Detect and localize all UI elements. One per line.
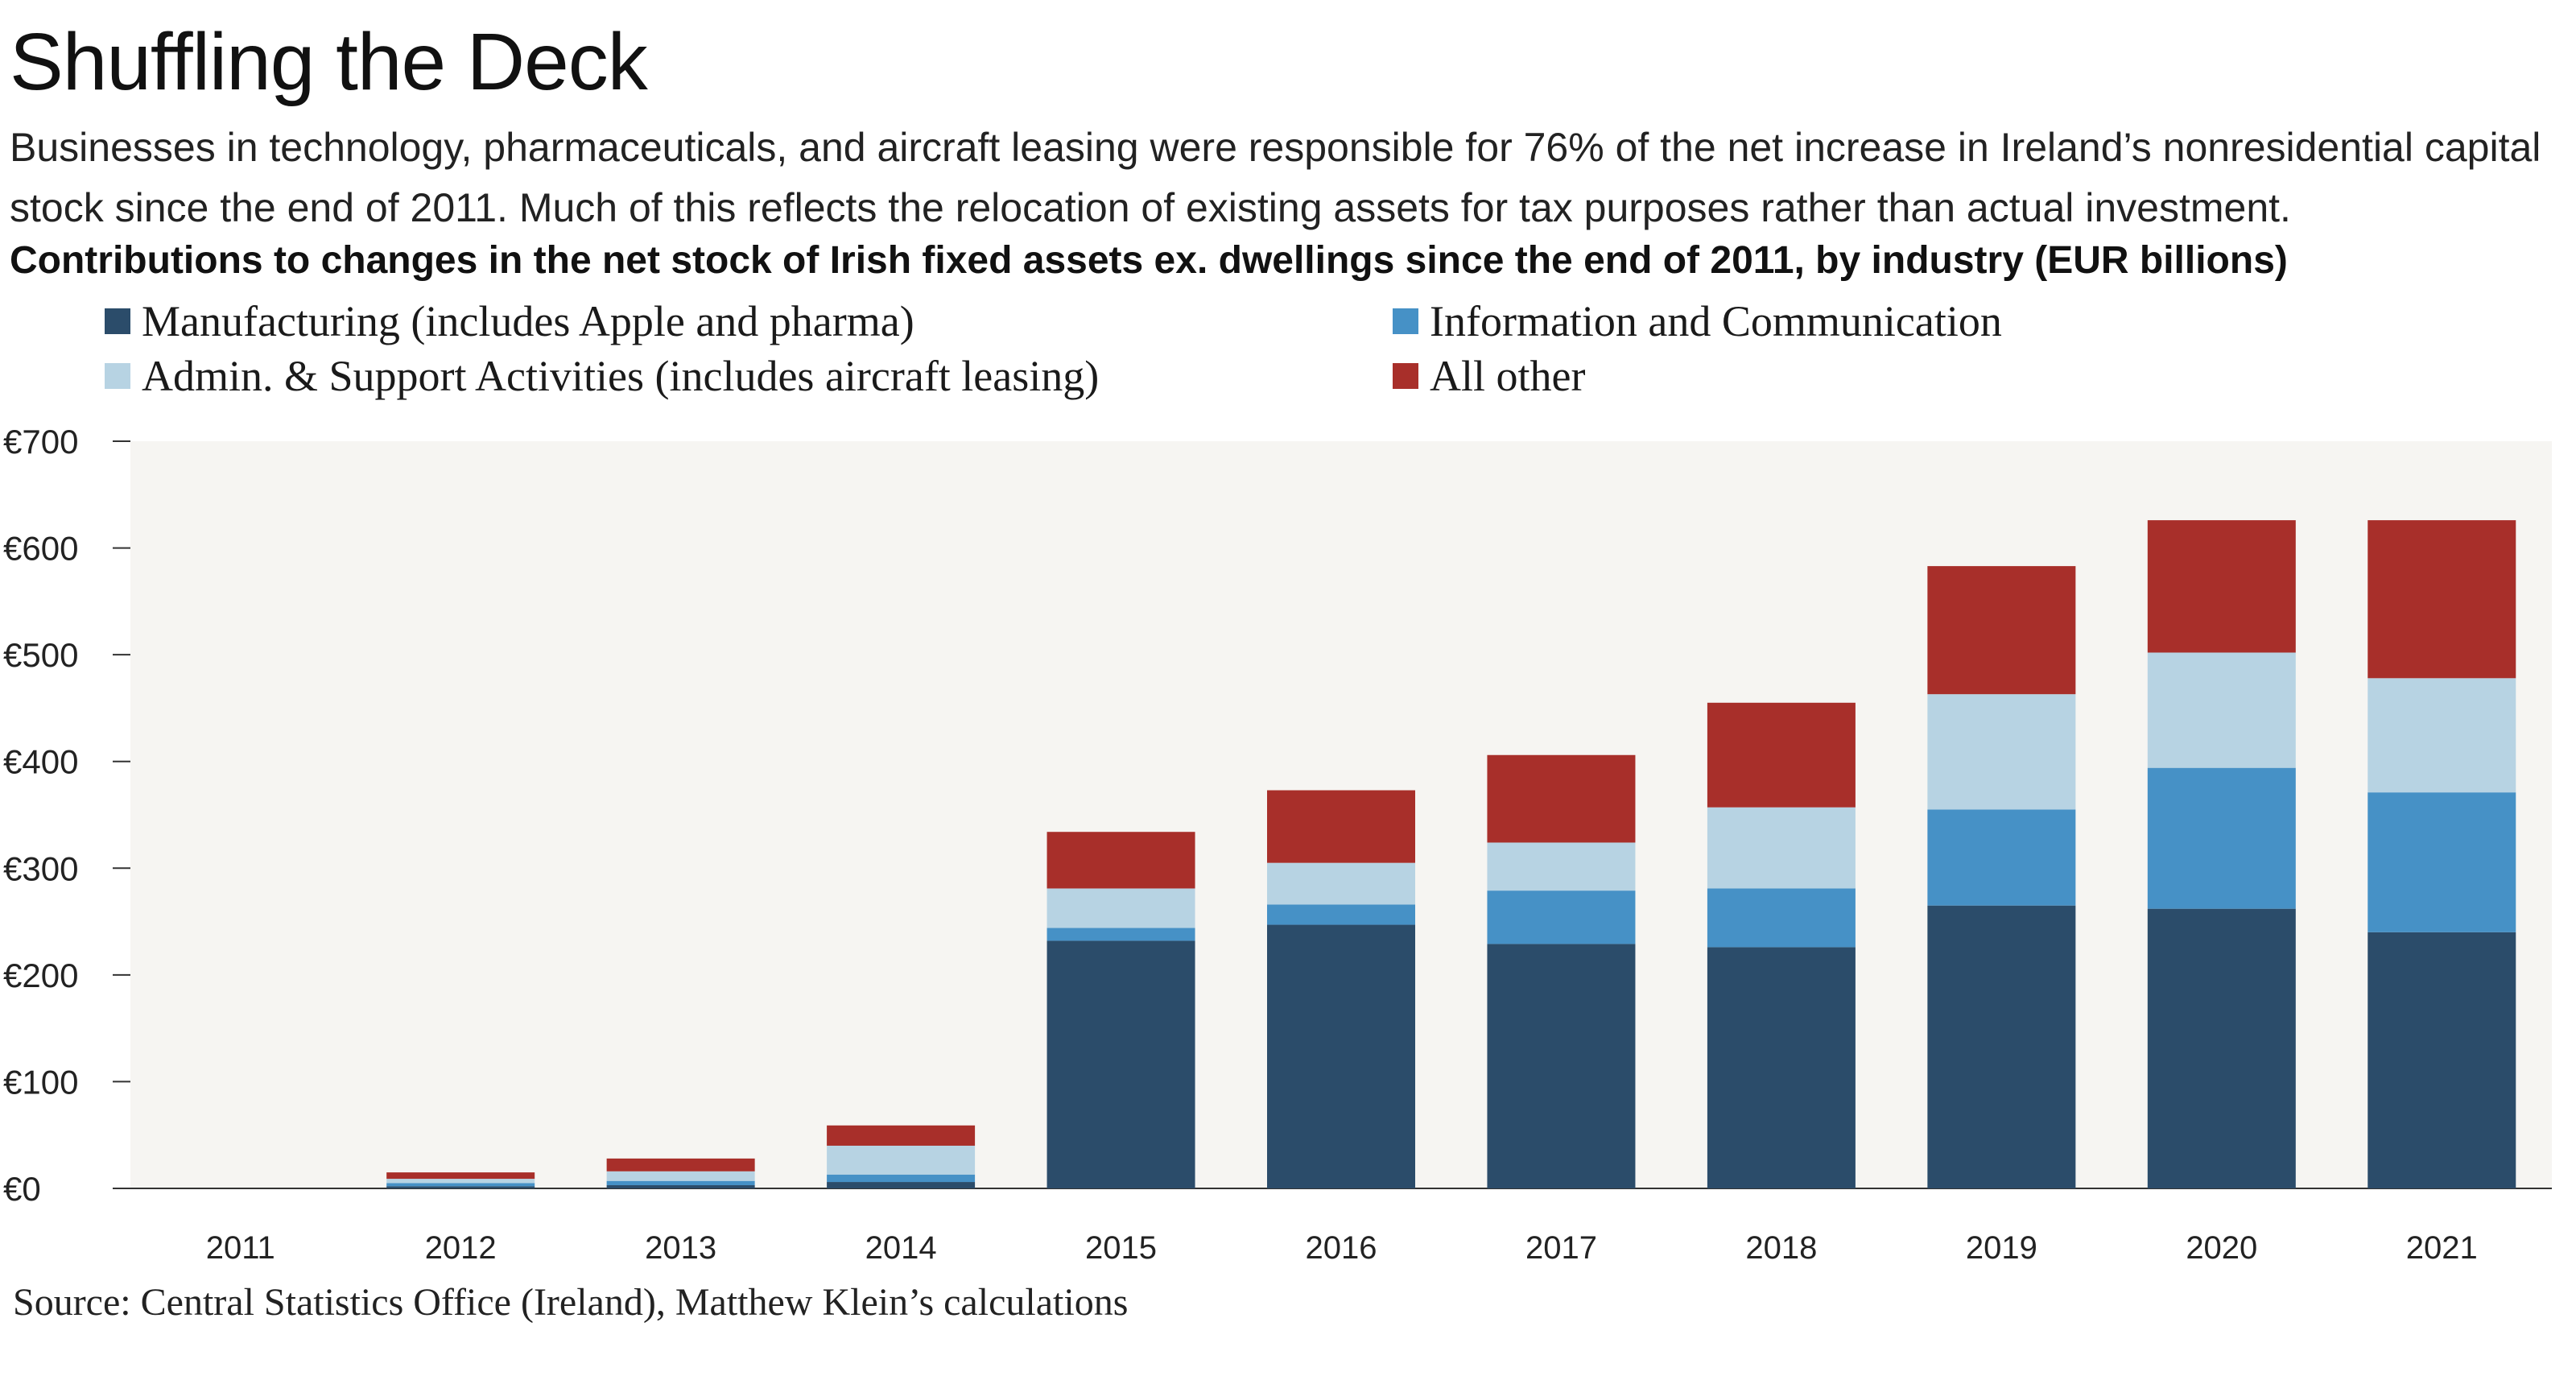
legend-swatch-information-communication bbox=[1393, 308, 1418, 334]
y-tick-label: €700 bbox=[3, 423, 78, 461]
legend-swatch-admin-support bbox=[105, 363, 130, 389]
bar-2015-series-2 bbox=[1046, 888, 1195, 928]
bar-2013-series-1 bbox=[606, 1180, 755, 1186]
source-note: Source: Central Statistics Office (Irela… bbox=[13, 1281, 1129, 1324]
bar-2020-series-1 bbox=[2147, 767, 2296, 909]
bar-2021-series-1 bbox=[2368, 792, 2516, 932]
bar-2015-series-3 bbox=[1046, 832, 1195, 889]
bar-2020-series-0 bbox=[2147, 908, 2296, 1188]
bar-2017-series-2 bbox=[1487, 842, 1636, 891]
bar-2015-series-0 bbox=[1046, 940, 1195, 1188]
bar-2021-series-2 bbox=[2368, 678, 2516, 793]
x-tick-label: 2012 bbox=[425, 1230, 497, 1266]
bar-2019-series-0 bbox=[1927, 905, 2076, 1188]
bar-2021-series-3 bbox=[2368, 520, 2516, 679]
x-tick-label: 2013 bbox=[645, 1230, 716, 1266]
bar-2013-series-3 bbox=[606, 1158, 755, 1171]
bar-2012-series-0 bbox=[386, 1186, 535, 1188]
chart-heading: Contributions to changes in the net stoc… bbox=[10, 239, 2288, 282]
bar-2020-series-3 bbox=[2147, 520, 2296, 653]
bar-2014-series-1 bbox=[827, 1174, 976, 1183]
x-tick-label: 2011 bbox=[206, 1230, 275, 1266]
bar-2014-series-2 bbox=[827, 1145, 976, 1175]
bar-2013-series-0 bbox=[606, 1185, 755, 1188]
bar-2019-series-2 bbox=[1927, 694, 2076, 810]
legend-swatch-all-other bbox=[1393, 363, 1418, 389]
x-tick-label: 2016 bbox=[1306, 1230, 1377, 1266]
bar-2016-series-2 bbox=[1267, 862, 1415, 905]
y-tick-label: €200 bbox=[3, 957, 78, 994]
bar-2018-series-1 bbox=[1707, 888, 1856, 948]
bar-2012-series-2 bbox=[386, 1179, 535, 1184]
x-tick-label: 2021 bbox=[2406, 1230, 2478, 1266]
bar-2019-series-3 bbox=[1927, 566, 2076, 695]
chart-title: Shuffling the Deck bbox=[10, 17, 648, 107]
legend-item-manufacturing: Manufacturing (includes Apple and pharma… bbox=[105, 296, 914, 346]
legend-label-information-communication: Information and Communication bbox=[1430, 297, 2002, 345]
bar-2017-series-3 bbox=[1487, 754, 1636, 843]
y-tick-label: €500 bbox=[3, 636, 78, 674]
bar-2016-series-3 bbox=[1267, 790, 1415, 863]
bar-2017-series-0 bbox=[1487, 944, 1636, 1188]
y-tick-label: €400 bbox=[3, 743, 78, 781]
y-tick-label: €100 bbox=[3, 1063, 78, 1101]
y-tick-label: €0 bbox=[3, 1170, 41, 1208]
bar-2018-series-2 bbox=[1707, 807, 1856, 889]
legend-label-all-other: All other bbox=[1430, 352, 1586, 400]
x-tick-label: 2020 bbox=[2186, 1230, 2257, 1266]
legend-item-all-other: All other bbox=[1393, 351, 1585, 401]
y-tick-label: €300 bbox=[3, 849, 78, 887]
bar-2014-series-0 bbox=[827, 1182, 976, 1188]
bar-2019-series-1 bbox=[1927, 809, 2076, 906]
y-tick-label: €600 bbox=[3, 530, 78, 568]
legend-label-admin-support: Admin. & Support Activities (includes ai… bbox=[142, 352, 1100, 400]
x-tick-label: 2015 bbox=[1085, 1230, 1157, 1266]
bar-2021-series-0 bbox=[2368, 932, 2516, 1188]
bar-2012-series-1 bbox=[386, 1183, 535, 1187]
x-tick-label: 2017 bbox=[1525, 1230, 1597, 1266]
legend-label-manufacturing: Manufacturing (includes Apple and pharma… bbox=[142, 297, 914, 345]
bar-2014-series-3 bbox=[827, 1125, 976, 1146]
bar-2015-series-1 bbox=[1046, 928, 1195, 941]
legend-swatch-manufacturing bbox=[105, 308, 130, 334]
bar-2018-series-3 bbox=[1707, 702, 1856, 808]
bar-2020-series-2 bbox=[2147, 652, 2296, 768]
x-tick-label: 2018 bbox=[1745, 1230, 1817, 1266]
x-tick-label: 2019 bbox=[1966, 1230, 2037, 1266]
bar-2016-series-1 bbox=[1267, 904, 1415, 925]
bar-2013-series-2 bbox=[606, 1171, 755, 1181]
x-tick-label: 2014 bbox=[865, 1230, 937, 1266]
bar-2012-series-3 bbox=[386, 1172, 535, 1180]
bar-2018-series-0 bbox=[1707, 947, 1856, 1188]
bar-2016-series-0 bbox=[1267, 924, 1415, 1188]
legend-item-admin-support: Admin. & Support Activities (includes ai… bbox=[105, 351, 1099, 401]
chart-subtitle: Businesses in technology, pharmaceutical… bbox=[10, 125, 2541, 230]
bar-2017-series-1 bbox=[1487, 890, 1636, 944]
legend-item-information-communication: Information and Communication bbox=[1393, 296, 2002, 346]
